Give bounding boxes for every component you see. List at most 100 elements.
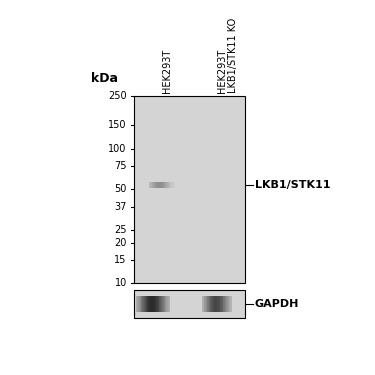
Text: 75: 75: [114, 161, 127, 171]
Bar: [156, 182, 157, 188]
Bar: [140, 296, 141, 312]
Bar: [134, 96, 244, 283]
Bar: [155, 296, 156, 312]
Bar: [144, 296, 145, 312]
Bar: [134, 290, 244, 318]
Bar: [159, 296, 160, 312]
Bar: [222, 296, 223, 312]
Bar: [172, 182, 173, 188]
Bar: [142, 296, 143, 312]
Bar: [203, 296, 204, 312]
Bar: [168, 182, 169, 188]
Bar: [150, 182, 151, 188]
Bar: [214, 296, 215, 312]
Bar: [166, 182, 167, 188]
Bar: [146, 296, 147, 312]
Bar: [220, 296, 221, 312]
Bar: [170, 182, 171, 188]
Text: HEK293T
LKB1/STK11 KO: HEK293T LKB1/STK11 KO: [217, 17, 238, 93]
Bar: [157, 296, 158, 312]
Bar: [158, 182, 159, 188]
Bar: [204, 296, 205, 312]
Bar: [206, 296, 207, 312]
Bar: [210, 296, 211, 312]
Bar: [227, 296, 228, 312]
Bar: [139, 296, 140, 312]
Bar: [218, 296, 219, 312]
Bar: [164, 182, 165, 188]
Bar: [154, 182, 155, 188]
Bar: [151, 296, 152, 312]
Bar: [150, 296, 151, 312]
Bar: [224, 296, 225, 312]
Bar: [164, 296, 165, 312]
Bar: [174, 182, 175, 188]
Bar: [211, 296, 212, 312]
Bar: [167, 296, 168, 312]
Bar: [229, 296, 230, 312]
Text: LKB1/STK11: LKB1/STK11: [255, 180, 330, 190]
Bar: [231, 296, 232, 312]
Bar: [208, 296, 209, 312]
Text: 150: 150: [108, 120, 127, 130]
Text: 37: 37: [114, 202, 127, 212]
Bar: [137, 296, 138, 312]
Bar: [136, 296, 137, 312]
Bar: [225, 296, 226, 312]
Bar: [207, 296, 208, 312]
Bar: [223, 296, 224, 312]
Bar: [148, 296, 149, 312]
Bar: [170, 296, 171, 312]
Text: 50: 50: [114, 184, 127, 194]
Text: kDa: kDa: [92, 72, 118, 86]
Bar: [161, 182, 162, 188]
Bar: [217, 296, 218, 312]
Bar: [154, 296, 155, 312]
Bar: [159, 182, 160, 188]
Text: 20: 20: [114, 238, 127, 248]
Bar: [213, 296, 214, 312]
Bar: [166, 296, 167, 312]
Text: 10: 10: [114, 278, 127, 288]
Bar: [219, 296, 220, 312]
Bar: [152, 182, 153, 188]
Bar: [162, 296, 163, 312]
Bar: [202, 296, 203, 312]
Bar: [153, 296, 154, 312]
Bar: [215, 296, 216, 312]
Bar: [205, 296, 206, 312]
Bar: [169, 296, 170, 312]
Bar: [141, 296, 142, 312]
Bar: [153, 182, 154, 188]
Bar: [162, 182, 163, 188]
Bar: [160, 296, 161, 312]
Bar: [212, 296, 213, 312]
Bar: [145, 296, 146, 312]
Bar: [147, 296, 148, 312]
Bar: [138, 296, 139, 312]
Text: 250: 250: [108, 90, 127, 101]
Bar: [158, 296, 159, 312]
Bar: [151, 182, 152, 188]
Bar: [169, 182, 170, 188]
Bar: [165, 182, 166, 188]
Bar: [209, 296, 210, 312]
Bar: [168, 296, 169, 312]
Bar: [155, 182, 156, 188]
Bar: [152, 296, 153, 312]
Bar: [173, 182, 174, 188]
Bar: [149, 296, 150, 312]
Text: GAPDH: GAPDH: [255, 299, 299, 309]
Bar: [160, 182, 161, 188]
Bar: [165, 296, 166, 312]
Bar: [171, 182, 172, 188]
Bar: [228, 296, 229, 312]
Bar: [163, 296, 164, 312]
Bar: [149, 182, 150, 188]
Bar: [216, 296, 217, 312]
Text: HEK293T: HEK293T: [162, 48, 172, 93]
Text: 25: 25: [114, 225, 127, 235]
Bar: [167, 182, 168, 188]
Bar: [230, 296, 231, 312]
Bar: [157, 182, 158, 188]
